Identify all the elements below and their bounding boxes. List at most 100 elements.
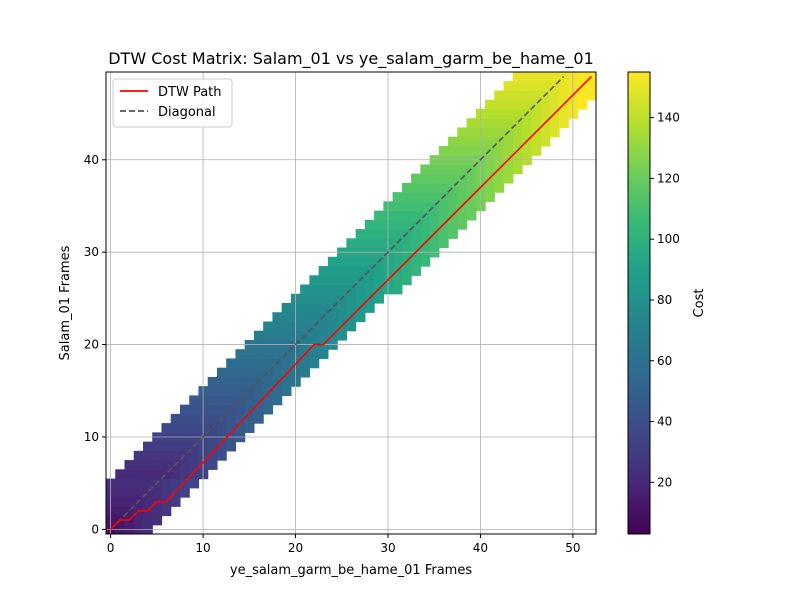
heatmap-cell bbox=[272, 330, 283, 341]
heatmap-cell bbox=[411, 201, 421, 212]
heatmap-cell bbox=[420, 201, 431, 212]
legend-label-diagonal: Diagonal bbox=[158, 105, 216, 120]
heatmap-cell bbox=[448, 136, 458, 147]
heatmap-cell bbox=[253, 358, 264, 369]
heatmap-cell bbox=[392, 275, 403, 286]
heatmap-cell bbox=[189, 469, 200, 480]
heatmap-cell bbox=[420, 164, 431, 175]
heatmap-cell bbox=[346, 266, 357, 276]
heatmap-cell bbox=[466, 173, 477, 184]
heatmap-cell bbox=[540, 108, 551, 119]
heatmap-cell bbox=[364, 266, 375, 276]
heatmap-cell bbox=[170, 478, 181, 489]
heatmap-cell bbox=[438, 182, 449, 193]
heatmap-cell bbox=[374, 238, 384, 249]
heatmap-cell bbox=[457, 192, 468, 202]
heatmap-cell bbox=[355, 256, 366, 267]
heatmap-cell bbox=[364, 303, 375, 313]
heatmap-cell bbox=[207, 376, 218, 387]
heatmap-cell bbox=[577, 99, 588, 110]
heatmap-cell bbox=[549, 81, 560, 92]
heatmap-cell bbox=[226, 358, 237, 369]
heatmap-cell bbox=[466, 127, 477, 138]
heatmap-cell bbox=[216, 450, 227, 461]
colorbar-tick-label: 40 bbox=[657, 415, 672, 429]
heatmap-cell bbox=[420, 229, 431, 239]
heatmap-cell bbox=[179, 423, 190, 433]
x-tick-label: 10 bbox=[195, 541, 210, 555]
heatmap-cell bbox=[392, 201, 403, 212]
legend: DTW Path Diagonal bbox=[112, 78, 233, 128]
heatmap-cell bbox=[494, 99, 505, 110]
heatmap-cell bbox=[374, 275, 384, 286]
heatmap-cell bbox=[420, 192, 431, 202]
heatmap-cell bbox=[318, 330, 329, 341]
heatmap-cell bbox=[549, 99, 560, 110]
heatmap-cell bbox=[503, 173, 514, 184]
heatmap-cell bbox=[392, 210, 403, 221]
heatmap-cell bbox=[401, 210, 412, 221]
heatmap-cell bbox=[170, 450, 181, 461]
heatmap-cell bbox=[531, 81, 542, 92]
heatmap-cell bbox=[457, 136, 468, 147]
heatmap-cell bbox=[429, 201, 440, 212]
heatmap-cell bbox=[337, 275, 347, 286]
heatmap-cell bbox=[318, 321, 329, 332]
heatmap-cell bbox=[216, 404, 227, 415]
heatmap-cell bbox=[179, 413, 190, 424]
heatmap-cell bbox=[503, 99, 514, 110]
heatmap-cell bbox=[466, 182, 477, 193]
heatmap-cell bbox=[253, 395, 264, 406]
heatmap-cell bbox=[281, 312, 292, 323]
heatmap-cell bbox=[152, 506, 163, 517]
colorbar-tick-label: 120 bbox=[657, 171, 680, 185]
heatmap-cell bbox=[124, 487, 135, 498]
heatmap-cell bbox=[485, 192, 495, 202]
heatmap-cell bbox=[309, 349, 320, 360]
heatmap-cell bbox=[142, 469, 153, 480]
heatmap-cell bbox=[161, 441, 172, 452]
heatmap-cells bbox=[106, 72, 596, 534]
heatmap-cell bbox=[512, 127, 523, 138]
heatmap-cell bbox=[346, 238, 357, 249]
heatmap-cell bbox=[272, 312, 283, 323]
heatmap-cell bbox=[179, 478, 190, 489]
x-tick-label: 40 bbox=[473, 541, 488, 555]
x-axis-ticks: 0 10 20 30 40 50 bbox=[107, 534, 581, 555]
heatmap-cell bbox=[503, 136, 514, 147]
heatmap-cell bbox=[355, 266, 366, 276]
heatmap-cell bbox=[374, 266, 384, 276]
heatmap-cell bbox=[170, 497, 181, 507]
heatmap-cell bbox=[152, 450, 163, 461]
heatmap-cell bbox=[327, 256, 338, 267]
y-tick-label: 40 bbox=[84, 153, 99, 167]
heatmap-cell bbox=[235, 349, 246, 360]
heatmap-cell bbox=[485, 164, 495, 175]
heatmap-cell bbox=[392, 192, 403, 202]
heatmap-cell bbox=[485, 136, 495, 147]
heatmap-cell bbox=[124, 506, 135, 517]
heatmap-cell bbox=[494, 145, 505, 156]
heatmap-cell bbox=[429, 192, 440, 202]
heatmap-cell bbox=[253, 404, 264, 415]
heatmap-cell bbox=[133, 460, 144, 470]
heatmap-cell bbox=[142, 460, 153, 470]
heatmap-cell bbox=[512, 164, 523, 175]
series-lines bbox=[110, 76, 592, 530]
heatmap-cell bbox=[318, 284, 329, 295]
heatmap-cell bbox=[485, 118, 495, 129]
heatmap-cell bbox=[327, 266, 338, 276]
heatmap-cell bbox=[226, 413, 237, 424]
heatmap-cell bbox=[207, 460, 218, 470]
heatmap-cell bbox=[272, 321, 283, 332]
colorbar-tick-label: 140 bbox=[657, 111, 680, 125]
heatmap-cell bbox=[170, 423, 181, 433]
x-tick-label: 0 bbox=[107, 541, 115, 555]
heatmap-cell bbox=[448, 164, 458, 175]
heatmap-cell bbox=[355, 238, 366, 249]
heatmap-cell bbox=[253, 349, 264, 360]
colorbar-tick-label: 20 bbox=[657, 475, 672, 489]
series-line-diagonal bbox=[110, 76, 565, 530]
heatmap-cell bbox=[577, 72, 588, 82]
